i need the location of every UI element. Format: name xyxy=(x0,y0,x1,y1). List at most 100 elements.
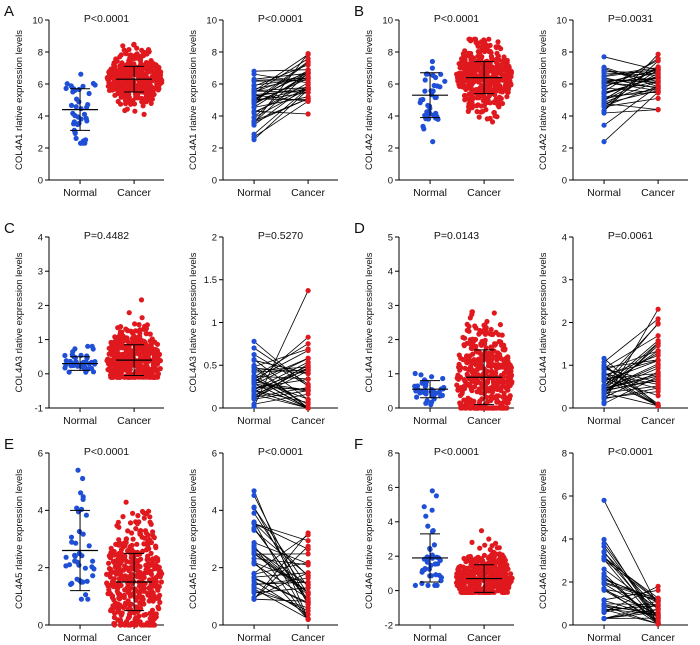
data-point-cancer xyxy=(106,79,112,86)
x-tick-label-cancer: Cancer xyxy=(117,632,151,644)
data-point-normal xyxy=(73,540,79,546)
data-point-normal xyxy=(86,90,92,97)
data-point-normal xyxy=(75,363,81,369)
data-point-cancer xyxy=(504,576,510,582)
data-point-normal xyxy=(601,585,607,592)
y-tick-label: 0 xyxy=(388,586,393,597)
chart-panel-D-paired: 0 1 2 3 4 Normal Cancer P=0.0061 COL4A4 rlative … xyxy=(538,230,688,427)
pair-line xyxy=(604,87,659,94)
pair-line xyxy=(603,67,659,76)
data-point-cancer xyxy=(472,68,478,75)
data-point-cancer xyxy=(111,614,117,621)
y-axis-label: COL4A5 rlative expression levels xyxy=(188,469,199,609)
data-point-cancer xyxy=(504,562,510,568)
data-point-cancer xyxy=(655,602,661,609)
pair-line xyxy=(254,558,309,566)
data-point-cancer xyxy=(138,606,144,612)
data-point-cancer xyxy=(150,373,156,379)
points-cancer xyxy=(305,530,311,622)
data-point-cancer xyxy=(500,75,506,81)
data-point-cancer xyxy=(492,75,498,82)
x-tick-label-normal: Normal xyxy=(587,632,621,644)
y-tick-label: 2 xyxy=(562,577,567,588)
data-point-cancer xyxy=(128,585,134,591)
pair-line xyxy=(603,600,659,618)
data-point-cancer xyxy=(500,59,506,65)
data-point-normal xyxy=(90,558,96,564)
data-point-normal xyxy=(251,357,257,363)
data-point-cancer xyxy=(118,353,124,359)
data-point-cancer xyxy=(655,385,661,391)
data-point-cancer xyxy=(121,576,127,583)
data-point-cancer xyxy=(486,536,492,542)
y-axis-label: COL4A6 rlative expression levels xyxy=(364,469,375,609)
data-point-cancer xyxy=(467,553,473,560)
data-point-cancer xyxy=(482,379,488,385)
y-tick-label: 6 xyxy=(562,491,567,502)
data-point-normal xyxy=(64,81,70,87)
data-point-cancer xyxy=(457,364,463,370)
data-point-cancer xyxy=(122,85,128,91)
data-point-cancer xyxy=(110,603,116,609)
pair-line xyxy=(253,507,309,588)
data-point-cancer xyxy=(138,297,145,303)
y-tick-label: 4 xyxy=(562,534,567,545)
chart-panel-A-paired: 0 2 4 6 8 10 Normal Cancer P<0.0001 COL4A1 rlativ… xyxy=(188,13,338,199)
pair-line xyxy=(253,53,309,124)
points-normal xyxy=(601,497,607,622)
data-point-normal xyxy=(422,77,428,83)
data-point-normal xyxy=(85,596,91,602)
data-point-cancer xyxy=(130,536,136,542)
data-point-cancer xyxy=(462,93,468,99)
data-point-cancer xyxy=(463,356,469,362)
p-value-title: P=0.5270 xyxy=(258,230,303,242)
data-point-cancer xyxy=(457,563,463,570)
data-point-normal xyxy=(601,553,607,560)
data-point-cancer xyxy=(655,343,661,349)
data-point-cancer xyxy=(142,535,148,541)
data-point-cancer xyxy=(129,620,135,626)
y-tick-label: 10 xyxy=(32,15,43,26)
data-point-cancer xyxy=(147,610,153,616)
data-point-cancer xyxy=(148,91,154,97)
y-tick-label: 4 xyxy=(38,232,43,243)
data-point-cancer xyxy=(140,99,146,105)
data-point-cancer xyxy=(106,73,112,79)
data-point-cancer xyxy=(500,347,506,353)
paired-lines xyxy=(253,290,309,409)
data-point-normal xyxy=(251,109,257,115)
y-tick-label: 6 xyxy=(388,483,393,494)
data-point-cancer xyxy=(496,556,503,562)
data-point-cancer xyxy=(305,341,311,347)
data-point-cancer xyxy=(135,341,141,347)
data-point-cancer xyxy=(493,353,499,359)
pair-line xyxy=(603,387,659,400)
data-point-normal xyxy=(425,582,431,589)
data-point-cancer xyxy=(305,85,311,91)
data-point-normal xyxy=(86,543,92,549)
data-point-normal xyxy=(429,488,435,494)
data-point-cancer xyxy=(489,362,495,368)
data-point-cancer xyxy=(131,101,138,107)
pair-line xyxy=(253,62,309,103)
data-point-cancer xyxy=(128,87,135,93)
data-point-cancer xyxy=(148,100,154,106)
data-point-normal xyxy=(434,582,440,589)
data-point-normal xyxy=(75,114,81,120)
data-point-normal xyxy=(85,102,91,108)
data-point-cancer xyxy=(133,370,139,376)
pair-line xyxy=(604,603,659,605)
data-point-cancer xyxy=(475,580,481,587)
data-point-cancer xyxy=(148,539,154,546)
paired-lines xyxy=(603,308,659,407)
data-point-cancer xyxy=(118,622,124,628)
pair-line xyxy=(254,577,309,586)
data-point-cancer xyxy=(147,96,153,102)
data-point-cancer xyxy=(155,566,161,572)
data-point-cancer xyxy=(134,45,140,51)
data-point-normal xyxy=(251,352,257,358)
p-value-title: P<0.0001 xyxy=(608,446,653,458)
data-point-cancer xyxy=(146,80,152,86)
data-point-cancer xyxy=(139,47,145,53)
